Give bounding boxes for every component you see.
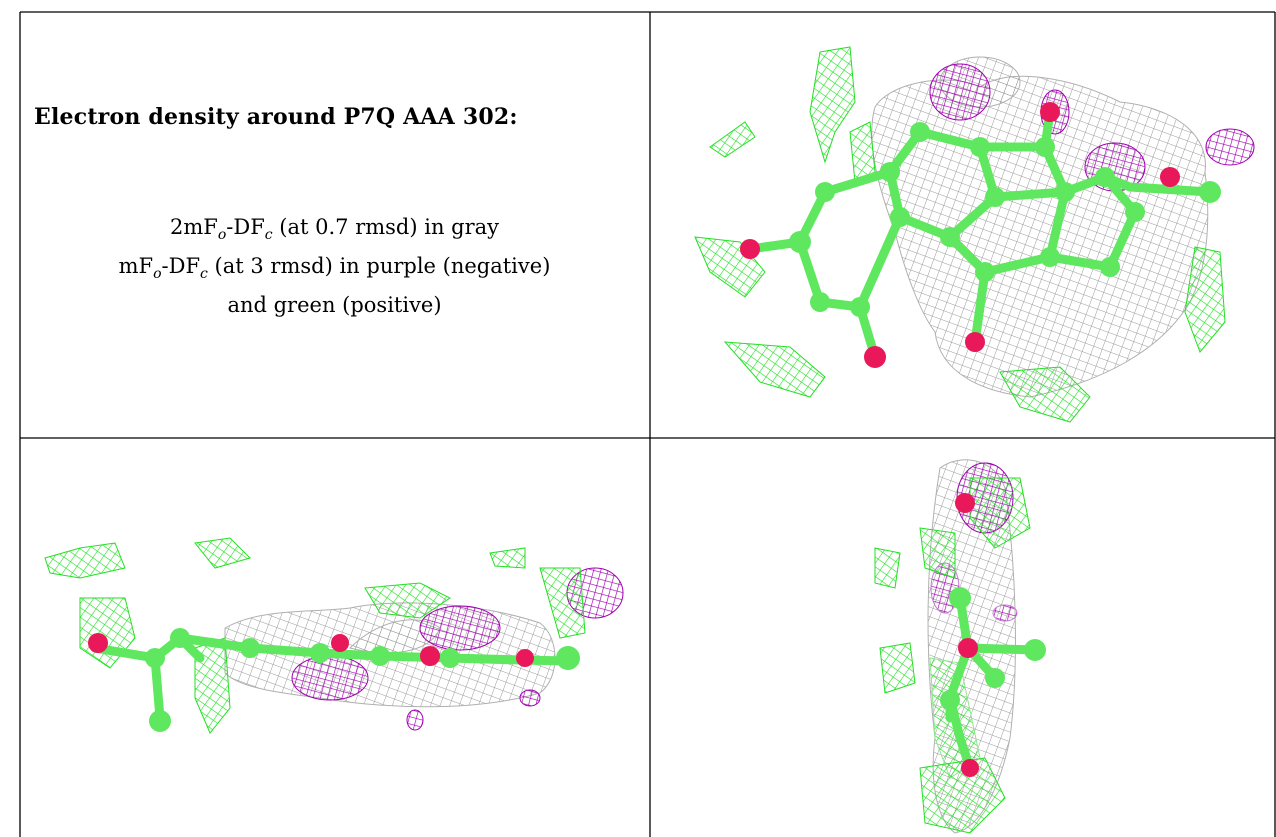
caption-cell: Electron density around P7Q AAA 302: 2mF… [20, 12, 649, 437]
molecule-render-end-on [874, 459, 1046, 834]
figure-title: Electron density around P7Q AAA 302: [34, 104, 518, 130]
legend-text: 2mFo-DFc (at 0.7 rmsd) in gray mFo-DFc (… [20, 212, 649, 321]
density-view-end-on [650, 438, 1275, 837]
molecule-render-edge-on [44, 537, 624, 734]
legend-line-positive: and green (positive) [227, 293, 442, 318]
density-view-edge-on [20, 438, 649, 837]
legend-line-gray: 2mFo-DFc (at 0.7 rmsd) in gray [169, 215, 500, 244]
density-view-face-on [650, 12, 1275, 437]
legend-line-difference: mFo-DFc (at 3 rmsd) in purple (negative) [118, 254, 551, 283]
molecule-render-face-on [694, 46, 1255, 423]
